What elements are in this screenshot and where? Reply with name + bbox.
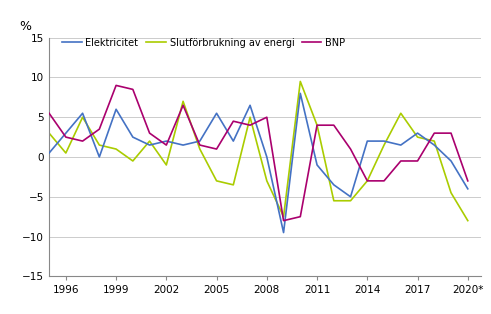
Elektricitet [314, 163, 320, 167]
Slutförbrukning av energi [414, 135, 420, 139]
BNP [130, 88, 136, 91]
Elektricitet [247, 103, 253, 107]
Elektricitet [364, 139, 370, 143]
Slutförbrukning av energi [247, 115, 253, 119]
Text: %: % [19, 20, 31, 33]
Slutförbrukning av energi [448, 191, 454, 195]
Line: Elektricitet: Elektricitet [49, 93, 468, 233]
Elektricitet [230, 139, 236, 143]
Slutförbrukning av energi [331, 199, 337, 203]
Elektricitet [348, 195, 354, 199]
Elektricitet [147, 143, 153, 147]
Line: BNP: BNP [49, 85, 468, 221]
Slutförbrukning av energi [197, 147, 203, 151]
Slutförbrukning av energi [431, 139, 437, 143]
Slutförbrukning av energi [113, 147, 119, 151]
Elektricitet [96, 155, 102, 159]
Elektricitet [46, 151, 52, 155]
Slutförbrukning av energi [96, 143, 102, 147]
BNP [113, 84, 119, 87]
Slutförbrukning av energi [298, 79, 303, 83]
Elektricitet [164, 139, 169, 143]
Elektricitet [180, 143, 186, 147]
Slutförbrukning av energi [281, 215, 287, 219]
BNP [331, 123, 337, 127]
Legend: Elektricitet, Slutförbrukning av energi, BNP: Elektricitet, Slutförbrukning av energi,… [62, 38, 346, 48]
Slutförbrukning av energi [314, 123, 320, 127]
BNP [164, 143, 169, 147]
Elektricitet [448, 159, 454, 163]
Slutförbrukning av energi [147, 139, 153, 143]
BNP [364, 179, 370, 183]
Slutförbrukning av energi [46, 131, 52, 135]
BNP [281, 219, 287, 223]
Elektricitet [214, 111, 219, 115]
Elektricitet [414, 131, 420, 135]
Slutförbrukning av energi [130, 159, 136, 163]
BNP [414, 159, 420, 163]
BNP [431, 131, 437, 135]
Slutförbrukning av energi [364, 179, 370, 183]
BNP [465, 179, 471, 183]
Elektricitet [398, 143, 404, 147]
Elektricitet [197, 139, 203, 143]
Elektricitet [381, 139, 387, 143]
BNP [247, 123, 253, 127]
Slutförbrukning av energi [465, 219, 471, 223]
Slutförbrukning av energi [230, 183, 236, 187]
BNP [214, 147, 219, 151]
Line: Slutförbrukning av energi: Slutförbrukning av energi [49, 81, 468, 221]
Slutförbrukning av energi [164, 163, 169, 167]
BNP [264, 115, 270, 119]
BNP [381, 179, 387, 183]
Elektricitet [80, 111, 85, 115]
BNP [96, 127, 102, 131]
Elektricitet [281, 231, 287, 235]
BNP [63, 135, 69, 139]
Elektricitet [113, 107, 119, 111]
BNP [298, 215, 303, 219]
Elektricitet [264, 155, 270, 159]
Elektricitet [431, 143, 437, 147]
Slutförbrukning av energi [264, 179, 270, 183]
Slutförbrukning av energi [381, 143, 387, 147]
Elektricitet [331, 183, 337, 187]
Slutförbrukning av energi [63, 151, 69, 155]
Elektricitet [298, 91, 303, 95]
BNP [197, 143, 203, 147]
Elektricitet [465, 187, 471, 191]
BNP [147, 131, 153, 135]
BNP [230, 119, 236, 123]
BNP [348, 147, 354, 151]
BNP [398, 159, 404, 163]
BNP [80, 139, 85, 143]
Elektricitet [130, 135, 136, 139]
Slutförbrukning av energi [80, 115, 85, 119]
BNP [180, 103, 186, 107]
Slutförbrukning av energi [398, 111, 404, 115]
Slutförbrukning av energi [180, 100, 186, 103]
BNP [314, 123, 320, 127]
BNP [46, 111, 52, 115]
Slutförbrukning av energi [214, 179, 219, 183]
Slutförbrukning av energi [348, 199, 354, 203]
Elektricitet [63, 131, 69, 135]
BNP [448, 131, 454, 135]
